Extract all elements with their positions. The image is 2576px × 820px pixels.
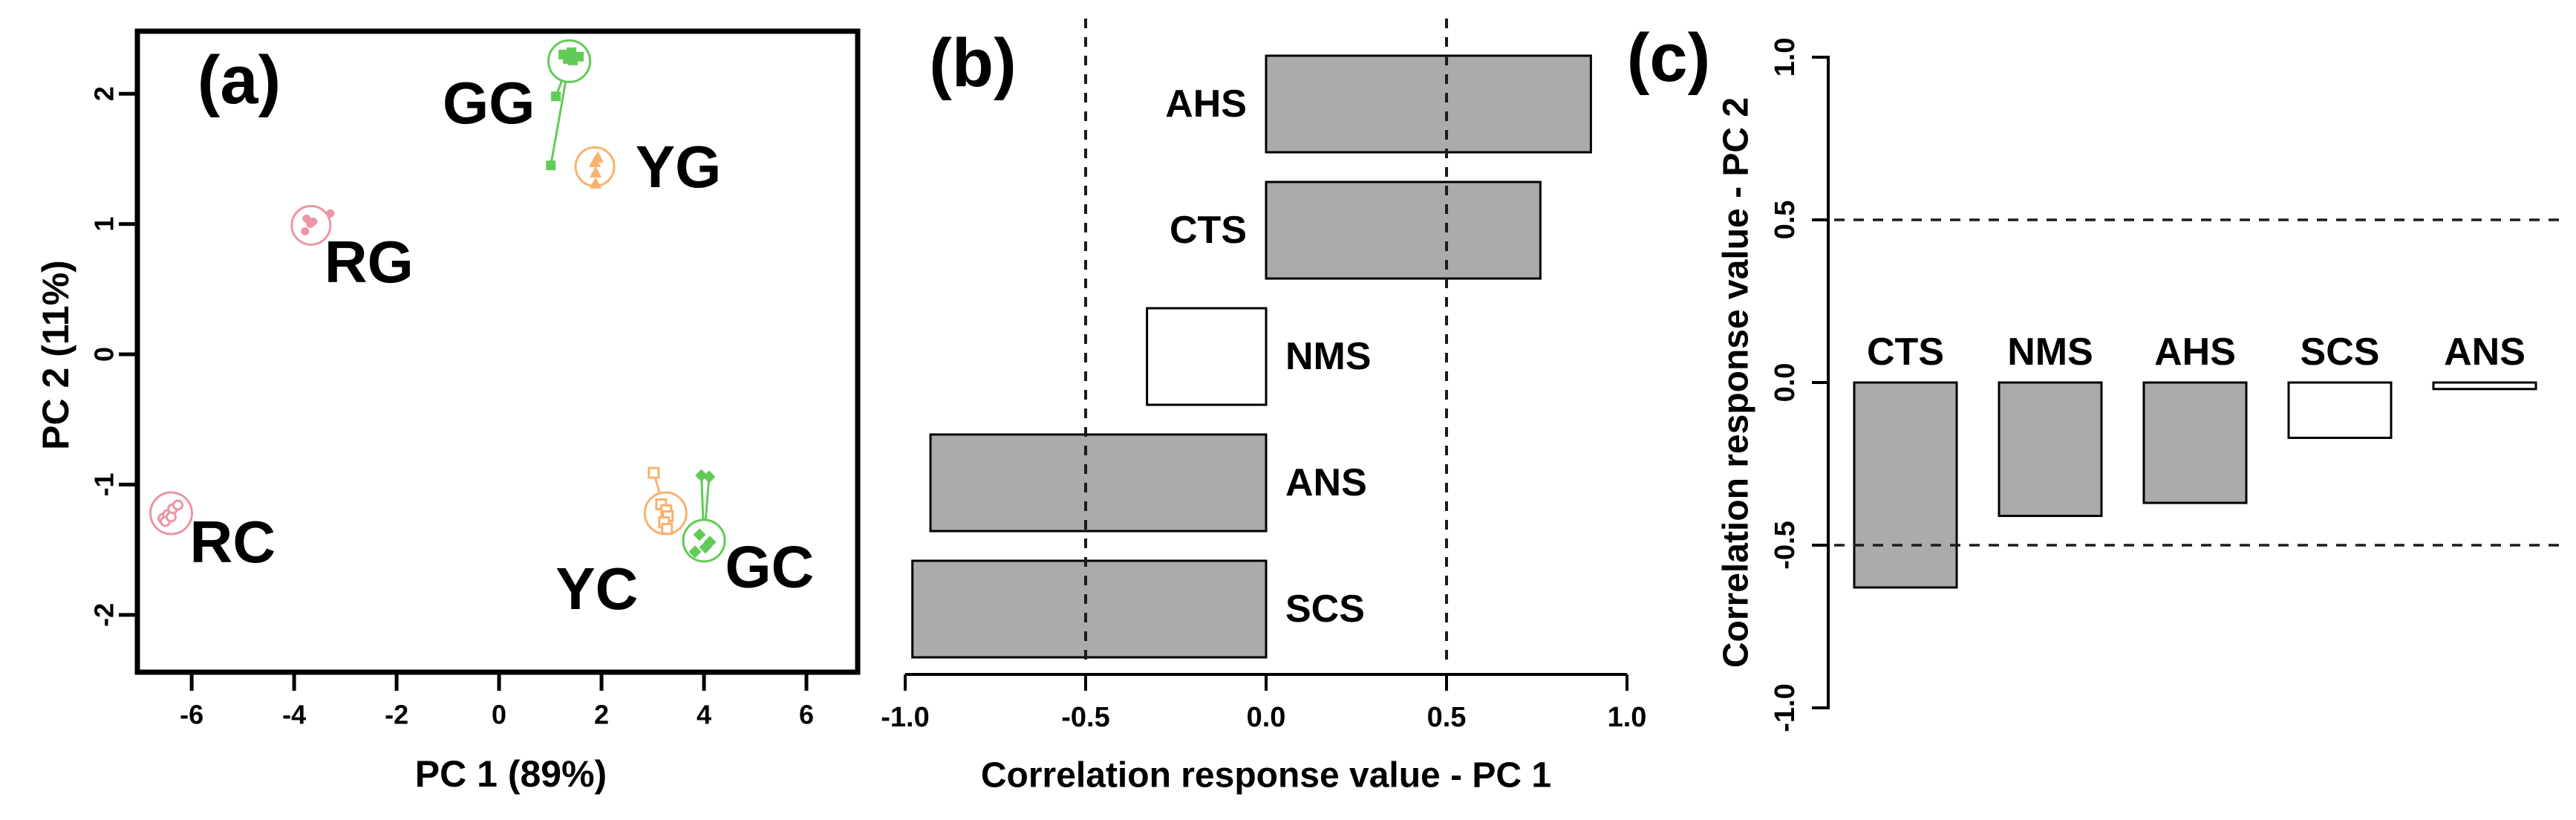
y-axis-tick-label: -0.5: [1770, 521, 1801, 569]
panel-a-pca-scatter: -6 -4 -2 0 2 4 6 -2 -1 0 1 2 PC 1 (89%) PC 2 (11%) (a)…: [35, 28, 861, 795]
y-axis-title: Correlation response value - PC 2: [1717, 97, 1756, 668]
square-marker: [563, 53, 573, 64]
panel-c-pc2-barchart: CTS NMS AHS SCS ANS -1.0 -0.5 0.0 0.5 1.0 Correlat…: [1627, 20, 2566, 732]
bar-AHS: [1265, 54, 1592, 154]
diamond-marker: [695, 469, 708, 482]
cluster-label-YG: YG: [636, 134, 722, 200]
x-axis-tick-label: 0.5: [1427, 702, 1467, 733]
y-axis-tick-label: -1: [89, 472, 120, 496]
triangle-marker: [590, 166, 602, 178]
x-axis-title: PC 1 (89%): [415, 753, 607, 795]
cluster-RG: RG: [290, 204, 414, 295]
dot-marker: [326, 209, 335, 218]
plot-box: [134, 28, 861, 675]
open-square-marker: [661, 523, 674, 536]
bar-ANS: [2432, 381, 2537, 391]
diamond-marker: [693, 528, 706, 541]
x-axis-tick-label: 0: [492, 700, 506, 730]
triangle-marker: [590, 177, 602, 189]
cluster-hull-circle: [547, 39, 592, 83]
cluster-label-RG: RG: [325, 229, 414, 295]
y-axis-tick-label: -2: [89, 603, 120, 627]
y-axis-tick-label: 0: [89, 347, 120, 362]
cluster-spider-line: [700, 475, 705, 520]
cluster-spider-line: [550, 81, 567, 166]
bar-NMS: [1146, 307, 1268, 406]
x-axis-tick-label: -6: [180, 700, 203, 730]
panel-b-pc1-barchart: AHS CTS NMS ANS SCS -1.0 -0.5 0.0 0.5 1.0 Correlat…: [881, 19, 1646, 795]
cluster-GC: GC: [682, 469, 814, 599]
cluster-YC: YC: [555, 466, 688, 622]
panel-letter-a: (a): [198, 42, 281, 118]
x-axis-tick-label: -0.5: [1061, 702, 1109, 733]
cluster-label-RC: RC: [190, 509, 276, 575]
bar-label-AHS: AHS: [2154, 331, 2236, 374]
x-axis-tick-label: -1.0: [881, 702, 929, 733]
bar-label-AHS: AHS: [1165, 82, 1247, 126]
bar-NMS: [1998, 381, 2103, 518]
cluster-YG: YG: [574, 134, 722, 200]
panel-letter-b: (b): [929, 25, 1016, 101]
bar-label-CTS: CTS: [1867, 331, 1944, 374]
x-axis-tick-label: -2: [385, 700, 408, 730]
x-axis-tick-label: 1.0: [1608, 702, 1647, 733]
cluster-label-GC: GC: [725, 533, 814, 599]
x-axis-tick-label: 0.0: [1247, 702, 1286, 733]
cluster-hull-circle: [149, 491, 194, 536]
square-marker: [546, 160, 556, 171]
bar-label-NMS: NMS: [2007, 331, 2093, 374]
x-axis-tick-label: -4: [282, 700, 306, 730]
open-square-marker: [648, 466, 660, 479]
square-marker: [551, 91, 561, 102]
triangle-marker: [592, 151, 604, 163]
cluster-RC: RC: [149, 491, 276, 575]
y-axis-tick-label: 0.0: [1770, 363, 1801, 403]
bar-SCS: [911, 559, 1268, 659]
open-circle-marker: [166, 511, 177, 523]
cluster-GG: GG: [443, 39, 592, 171]
diamond-marker: [702, 470, 716, 484]
x-axis-title: Correlation response value - PC 1: [981, 756, 1551, 795]
bar-CTS: [1265, 180, 1542, 280]
y-axis-title: PC 2 (11%): [35, 260, 76, 450]
cluster-label-YC: YC: [555, 556, 638, 622]
diamond-marker: [703, 536, 717, 549]
cluster-hull-circle: [682, 518, 726, 563]
bar-CTS: [1853, 381, 1958, 589]
bar-label-NMS: NMS: [1285, 335, 1372, 378]
cluster-spider-line: [704, 476, 711, 521]
y-axis-tick-label: 1.0: [1770, 38, 1801, 77]
dot-marker: [309, 217, 318, 226]
bar-label-ANS: ANS: [1285, 461, 1367, 504]
y-axis-tick-label: 0.5: [1770, 201, 1801, 240]
x-axis-tick-label: 6: [799, 700, 814, 730]
open-circle-marker: [172, 499, 184, 511]
bar-label-SCS: SCS: [1285, 588, 1365, 631]
y-axis-tick-label: -1.0: [1770, 683, 1801, 732]
bar-label-SCS: SCS: [2301, 331, 2380, 374]
panel-letter-c: (c): [1627, 20, 1710, 96]
x-axis-tick-label: 4: [697, 700, 711, 730]
y-axis-tick-label: 2: [89, 86, 120, 101]
x-axis-tick-label: 2: [594, 700, 609, 730]
bar-SCS: [2287, 381, 2393, 439]
bar-ANS: [929, 433, 1268, 533]
cluster-label-GG: GG: [443, 70, 535, 136]
dot-marker: [301, 227, 310, 235]
bar-AHS: [2142, 381, 2248, 504]
bar-label-ANS: ANS: [2444, 331, 2526, 374]
bar-label-CTS: CTS: [1170, 209, 1247, 252]
y-axis-tick-label: 1: [89, 217, 120, 232]
cluster-hull-circle: [290, 204, 332, 246]
diamond-marker: [688, 545, 702, 559]
